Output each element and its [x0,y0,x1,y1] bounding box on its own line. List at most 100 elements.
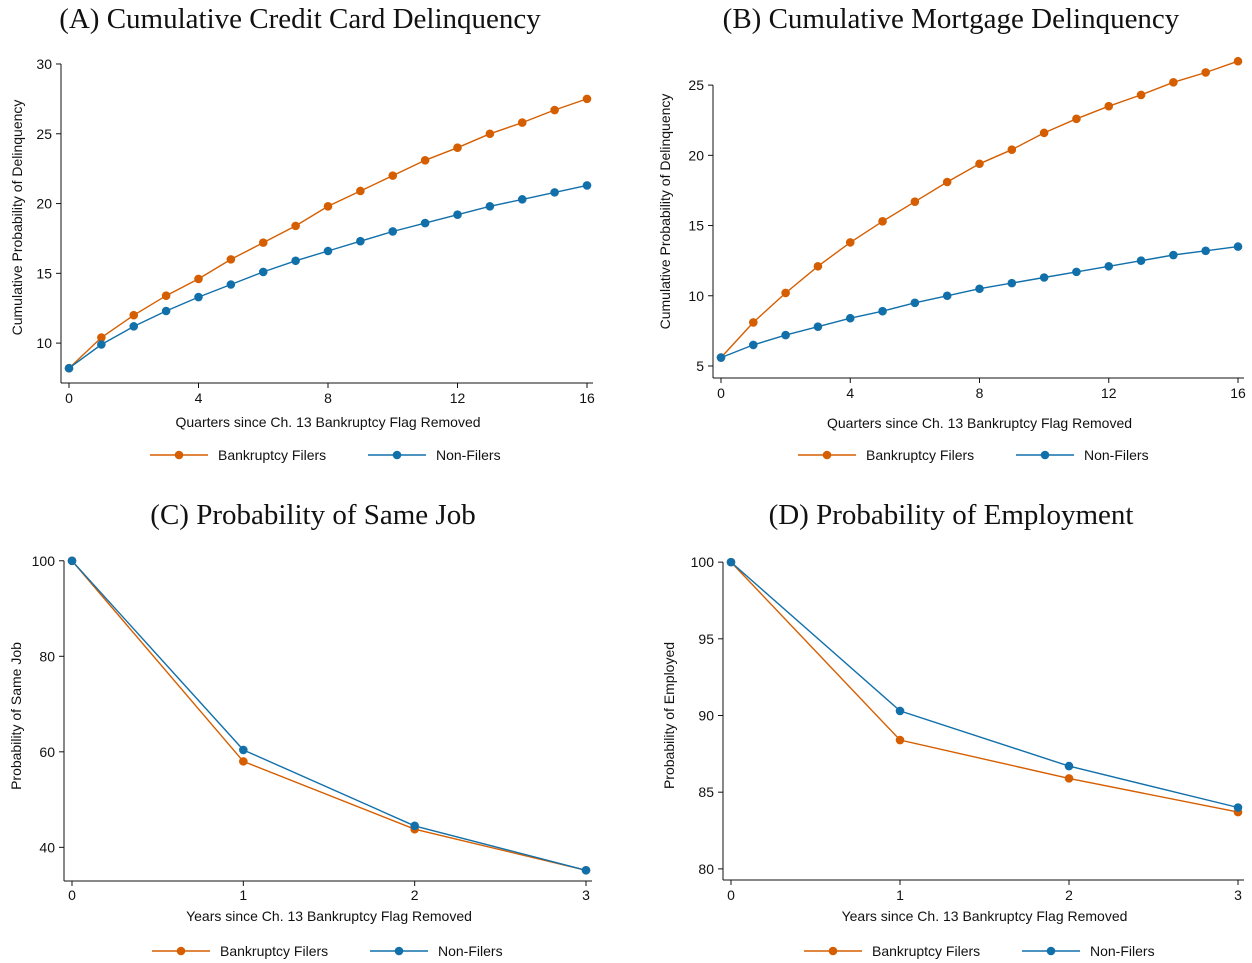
chart-a-point-non-filers [582,181,592,190]
chart-d-x-tick-label: 3 [1234,887,1242,903]
chart-a-point-bankruptcy-filers [517,118,527,127]
legend-label: Bankruptcy Filers [218,447,326,463]
chart-b-point-bankruptcy-filers [1104,101,1114,111]
chart-b-svg: (B) Cumulative Mortgage Delinquency 5 10 15… [657,3,1246,463]
legend-marker [1040,450,1050,460]
chart-d-x-tick-label: 2 [1065,887,1073,903]
legend-label: Non-Filers [438,943,503,959]
chart-a-point-non-filers [550,188,559,197]
chart-c-y-tick-label: 60 [39,744,55,760]
chart-a-x-tick-label: 4 [195,390,203,406]
chart-b-point-non-filers [1233,242,1243,251]
chart-a-point-bankruptcy-filers [356,186,365,196]
chart-a-point-bankruptcy-filers [194,274,203,284]
chart-b-point-bankruptcy-filers [813,261,823,271]
chart-panel-c: (C) Probability of Same Job 40 60 80 100 0 1 2 3… [0,482,626,963]
chart-a-point-bankruptcy-filers [582,94,592,104]
chart-c-y-axis-label: Probability of Same Job [8,642,24,790]
chart-b-point-non-filers [1039,273,1049,282]
chart-d-point-non-filers [1064,761,1074,771]
legend-marker [392,450,402,460]
chart-b-point-non-filers [1136,256,1146,265]
legend-label: Non-Filers [436,447,501,463]
chart-a-point-bankruptcy-filers [129,310,139,320]
chart-b-point-non-filers [942,291,952,301]
chart-b-point-bankruptcy-filers [1072,114,1081,124]
legend-marker [822,450,832,460]
chart-d-line-non-filers [730,561,1239,809]
chart-b-point-non-filers [975,284,984,294]
chart-a-point-bankruptcy-filers [323,202,333,211]
chart-a-x-tick-label: 8 [324,390,332,406]
chart-d-y-axis-label: Probability of Employed [661,642,677,789]
chart-b-point-bankruptcy-filers [1136,90,1146,100]
chart-a-svg: (A) Cumulative Credit Card Delinquency 10… [9,3,595,463]
chart-d-x-tick-label: 0 [727,887,735,903]
chart-b-point-bankruptcy-filers [749,318,758,327]
chart-b-point-bankruptcy-filers [1169,78,1178,87]
legend-label: Bankruptcy Filers [220,943,328,959]
chart-b-point-non-filers [749,340,758,350]
chart-b-point-bankruptcy-filers [781,288,790,298]
chart-b-y-tick-label: 10 [688,288,704,304]
chart-panel-d: (D) Probability of Employment 80 85 90 95 100… [626,482,1252,963]
chart-c-legend-non-filers: Non-Filers [370,943,503,959]
chart-d-y-tick-label: 95 [698,631,714,647]
chart-c-legend-bankruptcy-filers: Bankruptcy Filers [152,943,328,959]
chart-a-point-bankruptcy-filers [485,129,495,139]
chart-d-point-bankruptcy-filers [895,735,905,745]
chart-a-point-non-filers [226,280,236,289]
chart-b-line-non-filers [720,245,1239,359]
chart-b-point-bankruptcy-filers [910,197,920,206]
chart-b-x-tick-label: 16 [1230,385,1246,401]
chart-b-point-bankruptcy-filers [1007,145,1017,155]
chart-b-point-non-filers [1104,261,1114,271]
chart-b-point-non-filers [845,313,855,323]
chart-b-x-axis-label: Quarters since Ch. 13 Bankruptcy Flag Re… [827,415,1132,431]
chart-a-point-bankruptcy-filers [161,291,171,300]
chart-a-y-axis-label: Cumulative Probability of Delinquency [9,100,25,336]
chart-c-point-non-filers [581,865,591,875]
chart-b-point-bankruptcy-filers [1201,68,1210,77]
chart-a-x-axis-label: Quarters since Ch. 13 Bankruptcy Flag Re… [175,414,480,430]
chart-a-point-bankruptcy-filers [550,105,559,115]
chart-a-point-non-filers [356,236,365,246]
chart-b-point-non-filers [1007,278,1017,288]
chart-d-y-tick-label: 85 [698,784,714,800]
chart-b-line-bankruptcy-filers [720,60,1239,359]
chart-b-legend-bankruptcy-filers: Bankruptcy Filers [798,447,974,463]
chart-a-point-non-filers [420,218,430,228]
chart-a-point-non-filers [517,195,527,204]
chart-c-point-non-filers [239,745,248,755]
chart-a-point-bankruptcy-filers [388,171,398,180]
chart-a-point-bankruptcy-filers [226,255,236,264]
chart-a-x-tick-label: 0 [65,390,73,406]
chart-b-point-bankruptcy-filers [1039,128,1049,138]
chart-c-y-tick-label: 100 [32,553,56,569]
chart-b-point-non-filers [813,322,823,331]
chart-d-y-tick-label: 90 [698,708,714,724]
chart-a-y-tick-label: 20 [36,196,52,212]
chart-a-point-non-filers [194,292,203,302]
chart-b-point-bankruptcy-filers [878,217,887,226]
chart-a-y-tick-label: 25 [36,126,52,142]
chart-a-point-non-filers [323,246,333,256]
chart-a-line-bankruptcy-filers [68,98,588,369]
chart-b-point-non-filers [1169,250,1178,260]
chart-a-point-non-filers [453,210,462,220]
chart-c-x-tick-label: 3 [582,887,590,903]
chart-d-line-bankruptcy-filers [730,561,1239,813]
chart-c-title: (C) Probability of Same Job [150,499,475,531]
chart-d-svg: (D) Probability of Employment 80 85 90 95 100… [661,499,1244,959]
chart-c-point-non-filers [67,556,77,566]
legend-marker [1046,946,1056,956]
chart-a-point-bankruptcy-filers [291,221,300,231]
chart-d-point-non-filers [726,557,736,567]
chart-a-point-non-filers [485,202,495,211]
chart-c-x-tick-label: 0 [68,887,76,903]
legend-label: Bankruptcy Filers [872,943,980,959]
chart-a-point-non-filers [291,256,300,266]
legend-marker [174,450,184,460]
chart-a-point-non-filers [129,322,139,331]
chart-a-point-bankruptcy-filers [420,155,430,165]
